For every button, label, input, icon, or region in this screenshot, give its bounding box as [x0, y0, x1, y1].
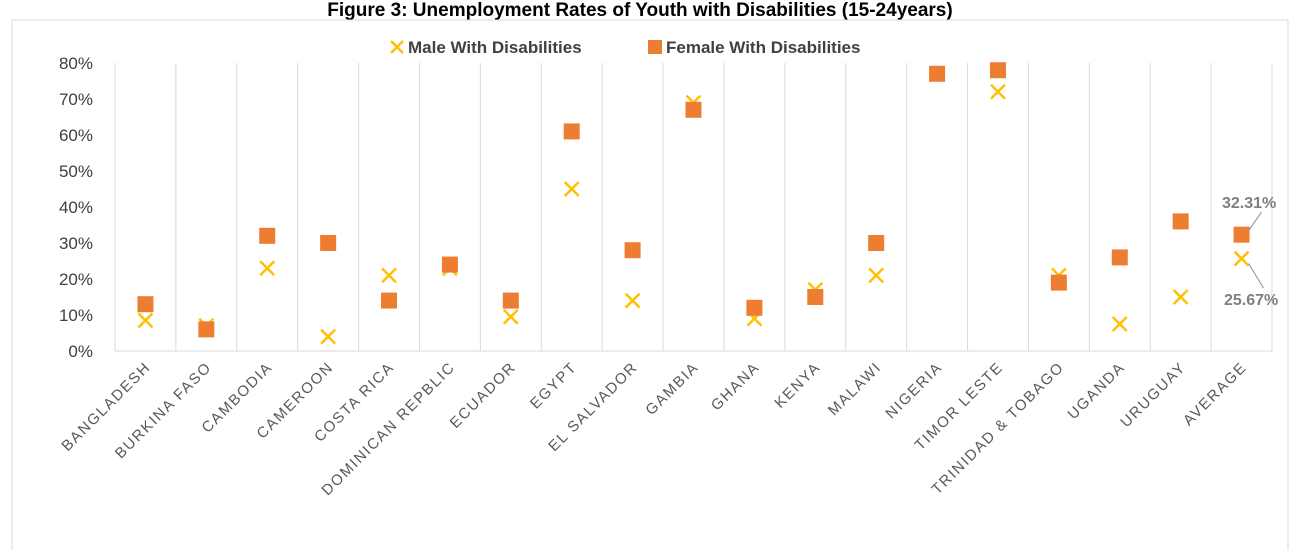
- x-tick-label: NIGERIA: [882, 359, 946, 423]
- y-tick-label: 60%: [59, 126, 93, 145]
- gridlines: [114, 63, 1273, 352]
- male-data-point: [990, 83, 1006, 100]
- female-data-point: [441, 256, 458, 273]
- female-data-point: [746, 299, 763, 316]
- legend-female-marker: [648, 40, 662, 54]
- x-tick-label: URUGUAY: [1117, 359, 1189, 431]
- y-tick-label: 0%: [68, 342, 93, 361]
- y-tick-label: 40%: [59, 198, 93, 217]
- chart-title: Figure 3: Unemployment Rates of Youth wi…: [327, 0, 952, 21]
- y-tick-label: 70%: [59, 90, 93, 109]
- x-tick-label: GHANA: [708, 359, 763, 414]
- x-tick-label: TRINIDAD & TOBAGO: [928, 359, 1067, 498]
- legend-male-label: Male With Disabilities: [408, 38, 582, 57]
- chart-border: [11, 19, 1289, 550]
- annotations: 32.31% 25.67%: [1222, 195, 1278, 309]
- y-tick-label: 50%: [59, 162, 93, 181]
- male-data-point: [320, 328, 337, 345]
- female-average-leader-line: [1248, 211, 1262, 231]
- legend: Male With Disabilities Female With Disab…: [390, 38, 860, 57]
- x-tick-label: MALAWI: [825, 359, 885, 419]
- y-tick-label: 30%: [59, 234, 93, 253]
- y-tick-label: 10%: [59, 306, 93, 325]
- female-data-point: [137, 296, 154, 313]
- y-tick-label: 20%: [59, 270, 93, 289]
- male-data-point: [1172, 289, 1189, 305]
- female-data-point: [989, 62, 1006, 79]
- x-tick-label: GAMBIA: [642, 359, 702, 419]
- female-data-point: [320, 235, 337, 251]
- x-tick-label: KENYA: [771, 359, 824, 412]
- male-average-data-label: 25.67%: [1224, 292, 1278, 309]
- series-female: [137, 62, 1250, 338]
- x-tick-label: AVERAGE: [1180, 359, 1250, 429]
- female-data-point: [381, 292, 398, 309]
- male-data-point: [259, 260, 276, 277]
- female-data-point: [259, 227, 276, 244]
- female-data-point: [502, 292, 519, 309]
- female-data-point: [868, 235, 885, 251]
- male-data-point: [868, 267, 885, 284]
- female-data-point: [929, 65, 946, 82]
- legend-female-label: Female With Disabilities: [666, 38, 860, 57]
- legend-male-marker: [390, 40, 404, 54]
- male-data-point: [1233, 250, 1250, 267]
- female-data-point: [1172, 213, 1189, 230]
- female-average-data-label: 32.31%: [1222, 195, 1276, 212]
- y-axis: 0% 10% 20% 30% 40% 50% 60% 70% 80%: [59, 54, 93, 361]
- male-data-point: [502, 308, 519, 325]
- x-tick-label: UGANDA: [1064, 359, 1128, 423]
- male-average-leader-line: [1248, 263, 1264, 289]
- female-data-point: [685, 101, 702, 118]
- male-data-point: [563, 181, 580, 197]
- male-data-point: [381, 267, 397, 284]
- female-data-point: [198, 321, 215, 338]
- female-data-point: [624, 242, 641, 259]
- female-data-point: [563, 123, 580, 140]
- y-tick-label: 80%: [59, 54, 93, 73]
- female-data-point: [1111, 249, 1128, 266]
- female-data-point: [1050, 274, 1067, 291]
- male-data-point: [624, 292, 641, 309]
- female-data-point: [807, 289, 824, 305]
- male-data-point: [1111, 316, 1128, 332]
- x-tick-label: EGYPT: [527, 359, 581, 413]
- male-data-point: [137, 312, 154, 329]
- female-data-point: [1233, 226, 1250, 243]
